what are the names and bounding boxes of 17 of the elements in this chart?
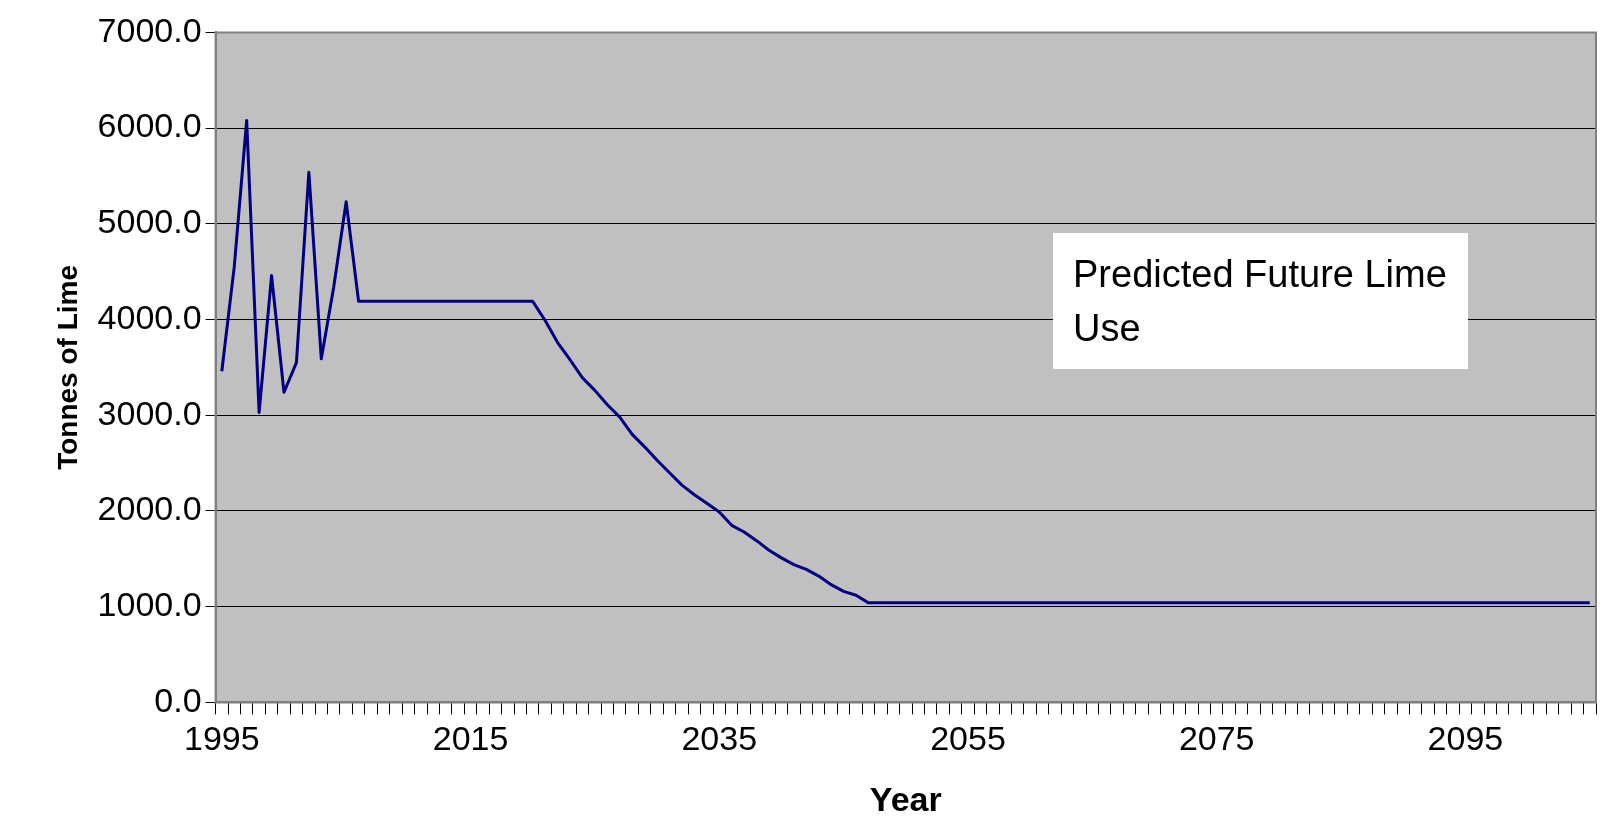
y-tick-label: 2000.0: [97, 489, 202, 528]
x-tick-label: 2035: [681, 719, 758, 758]
y-tick-label: 3000.0: [97, 393, 202, 432]
y-tick-label: 4000.0: [97, 297, 202, 336]
x-tick-label: 1995: [183, 719, 260, 758]
y-tick-label: 0.0: [154, 680, 202, 719]
x-axis-title: Year: [869, 779, 942, 818]
y-tick-label: 1000.0: [97, 585, 202, 624]
y-tick-label: 5000.0: [97, 202, 202, 241]
annotation: Predicted Future Lime Use: [1053, 233, 1468, 369]
y-tick-label: 7000.0: [97, 10, 202, 49]
x-tick-label: 2055: [930, 719, 1006, 758]
x-tick-label: 2015: [432, 719, 509, 758]
x-tick-label: 2095: [1427, 719, 1504, 758]
y-axis-title: Tonnes of Lime: [51, 264, 83, 470]
y-tick-label: 6000.0: [97, 106, 202, 145]
x-tick-label: 2075: [1178, 719, 1255, 758]
